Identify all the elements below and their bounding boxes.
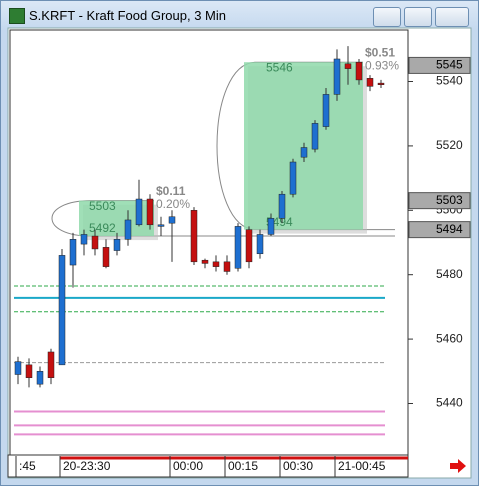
candle-body — [355, 61, 363, 81]
minimize-button[interactable] — [373, 7, 401, 27]
candle-body — [289, 161, 297, 195]
candle-body — [135, 198, 143, 226]
candle-body — [344, 63, 352, 69]
candle-body — [168, 216, 176, 224]
candle-body — [80, 234, 88, 245]
candle-body — [311, 123, 319, 150]
candle-body — [102, 247, 110, 267]
zone-change-pct: 0.20% — [156, 197, 190, 211]
window-title: S.KRFT - Kraft Food Group, 3 Min — [29, 8, 226, 23]
zone-change: $0.11 — [156, 184, 186, 198]
x-axis — [7, 454, 409, 478]
candle-body — [124, 219, 132, 240]
candle-body — [91, 235, 99, 250]
candle-body — [333, 58, 341, 95]
candle-body — [256, 234, 264, 255]
price-marker-label: 5545 — [436, 58, 463, 72]
y-tick-label: 5540 — [436, 74, 463, 88]
candle-body — [36, 371, 44, 385]
candle-body — [267, 218, 275, 235]
zone-change-pct: 0.93% — [365, 58, 399, 72]
x-tick-label: :45 — [19, 459, 36, 473]
candle-body — [146, 198, 154, 226]
candle-body — [157, 224, 165, 227]
candle-body — [25, 364, 33, 378]
zone-high-label: 5546 — [266, 60, 293, 74]
candle-body — [69, 239, 77, 266]
price-marker-label: 5503 — [436, 193, 463, 207]
zone-low-label: 5492 — [89, 221, 116, 235]
x-tick-label: 00:30 — [283, 459, 313, 473]
x-tick-label: 00:15 — [228, 459, 258, 473]
price-marker — [408, 56, 471, 74]
candle-body — [14, 361, 22, 375]
app-icon — [9, 8, 25, 24]
y-tick-label: 5480 — [436, 267, 463, 281]
candle-body — [245, 229, 253, 263]
candle-body — [322, 94, 330, 127]
candle-body — [234, 226, 242, 269]
zone-change: $0.51 — [365, 45, 395, 59]
zone-high-label: 5503 — [89, 199, 116, 213]
scroll-arrow[interactable] — [450, 459, 466, 473]
y-tick-label: 5520 — [436, 138, 463, 152]
candle-body — [223, 261, 231, 272]
candle-body — [377, 82, 385, 85]
x-tick-label: 00:00 — [173, 459, 203, 473]
candle-body — [190, 210, 198, 263]
candle-body — [47, 351, 55, 378]
candle-body — [212, 261, 220, 267]
maximize-button[interactable] — [404, 7, 432, 27]
price-marker — [408, 221, 471, 239]
y-tick-label: 5460 — [436, 331, 463, 345]
candle-body — [278, 193, 286, 219]
close-button[interactable] — [435, 7, 469, 27]
candle-body — [300, 147, 308, 158]
candle-body — [366, 78, 374, 87]
price-marker-label: 5494 — [436, 222, 463, 236]
x-tick-label: 21-00:45 — [338, 459, 386, 473]
x-tick-label: 20-23:30 — [63, 459, 111, 473]
candle-body — [201, 259, 209, 264]
candle-body — [113, 239, 121, 251]
zone-bracket — [216, 61, 395, 231]
price-marker — [408, 192, 471, 210]
candle-body — [58, 255, 66, 366]
y-tick-label: 5440 — [436, 396, 463, 410]
